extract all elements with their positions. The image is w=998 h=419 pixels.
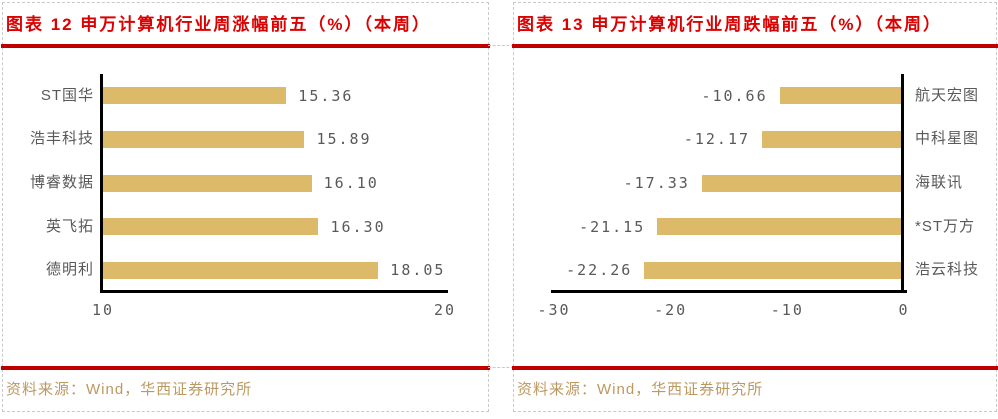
bar-value-label: 16.10	[323, 174, 379, 192]
x-tick-label: 0	[898, 301, 910, 319]
bar	[103, 87, 287, 105]
bar	[103, 174, 312, 192]
category-label: *ST万方	[915, 217, 976, 235]
table-gridline	[488, 367, 514, 368]
bar	[103, 130, 305, 148]
category-label: ST国华	[40, 86, 94, 104]
x-tick-label: -20	[654, 301, 688, 319]
bar-value-label: -21.15	[579, 217, 646, 236]
category-label: 博睿数据	[29, 174, 94, 191]
bar-value-label: -17.33	[623, 174, 690, 192]
category-label: 浩丰科技	[29, 130, 94, 148]
category-label: 浩云科技	[915, 261, 980, 279]
figure-12-title: 图表 12 申万计算机行业周涨幅前五（%）（本周）	[6, 15, 431, 34]
bar	[701, 174, 901, 192]
figure-panel-13: 图表 13 申万计算机行业周跌幅前五（%）（本周） -10.66 航天宏图 -12.…	[512, 2, 998, 412]
x-tick-label: -10	[770, 301, 804, 319]
source-note: 资料来源：Wind，华西证券研究所	[517, 381, 764, 398]
bar	[762, 130, 901, 148]
title-underline-rule	[512, 44, 998, 48]
figure-13-title: 图表 13 申万计算机行业周跌幅前五（%）（本周）	[517, 15, 942, 34]
source-divider-rule	[512, 366, 998, 370]
category-label: 英飞拓	[45, 217, 94, 235]
bar	[657, 218, 901, 236]
bar	[644, 261, 901, 279]
y-axis-line	[100, 74, 103, 292]
x-tick-label: -30	[537, 301, 571, 319]
x-axis-line	[551, 290, 907, 293]
bar-value-label: 18.05	[390, 261, 446, 280]
bar-value-label: 15.36	[298, 86, 354, 105]
title-underline-rule	[1, 44, 490, 48]
source-note: 资料来源：Wind，华西证券研究所	[6, 381, 253, 398]
x-tick-label: 20	[433, 301, 457, 319]
weekly-gainers-bar-chart: 15.36 ST国华 15.89 浩丰科技 16.10 博睿数据 16.30 英飞拓 18.05…	[3, 48, 488, 366]
x-tick-label: 10	[91, 301, 115, 319]
figure-panel-12: 图表 12 申万计算机行业周涨幅前五（%）（本周） 15.36 ST国华 15.89…	[1, 2, 490, 412]
category-label: 海联讯	[915, 174, 964, 191]
x-axis-line	[100, 290, 448, 293]
bar-value-label: -10.66	[701, 86, 768, 105]
bar-value-label: -22.26	[566, 261, 633, 280]
table-gridline	[488, 45, 514, 46]
bar-value-label: 15.89	[316, 130, 372, 149]
source-divider-rule	[1, 366, 490, 370]
category-label: 中科星图	[915, 130, 980, 148]
category-label: 航天宏图	[915, 86, 980, 104]
bar	[103, 218, 319, 236]
y-axis-line	[901, 74, 904, 292]
category-label: 德明利	[45, 261, 94, 279]
bar	[103, 261, 379, 279]
bar	[779, 87, 901, 105]
weekly-losers-bar-chart: -10.66 航天宏图 -12.17 中科星图 -17.33 海联讯 -21.15 *ST万方…	[514, 48, 996, 366]
bar-value-label: -12.17	[683, 130, 751, 149]
bar-value-label: 16.30	[330, 217, 386, 236]
